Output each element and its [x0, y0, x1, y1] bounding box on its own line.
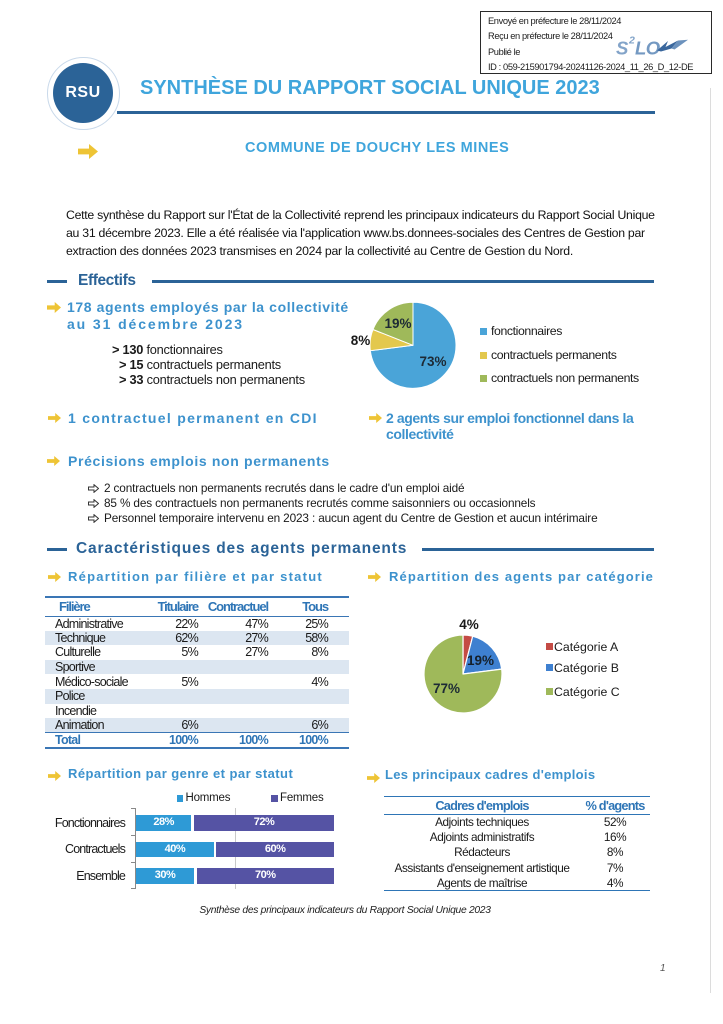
svg-text:19%: 19% — [384, 316, 411, 331]
svg-text:73%: 73% — [419, 354, 446, 369]
svg-text:LO: LO — [635, 38, 661, 59]
svg-text:19%: 19% — [467, 653, 494, 668]
svg-text:4%: 4% — [459, 617, 479, 632]
svg-text:8%: 8% — [351, 333, 371, 348]
svg-text:S: S — [616, 38, 629, 59]
svg-text:77%: 77% — [433, 681, 460, 696]
svg-text:2: 2 — [628, 35, 635, 47]
